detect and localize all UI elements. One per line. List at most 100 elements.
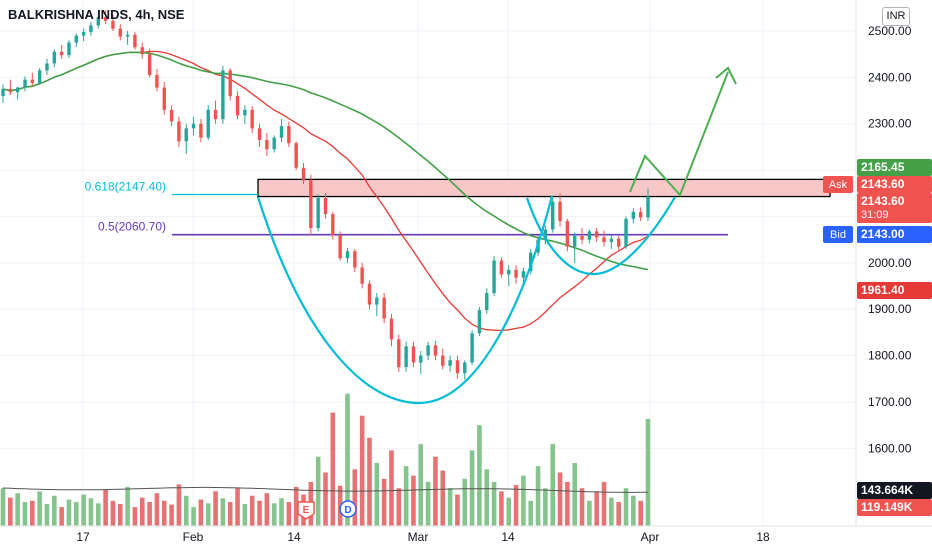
price-tag-side-label: Bid (830, 229, 846, 241)
price-tick-label: 2300.00 (868, 117, 912, 131)
candle-body (111, 20, 115, 29)
volume-bar (154, 493, 160, 526)
volume-bar (139, 497, 145, 526)
volume-bar (117, 503, 123, 526)
candle-body (155, 75, 159, 88)
candle-body (257, 128, 262, 140)
candle-body (8, 88, 13, 93)
volume-bar (330, 412, 336, 526)
candle-body (331, 214, 335, 236)
candle-body (15, 87, 20, 93)
volume-bar (286, 502, 292, 526)
volume-bar (132, 507, 138, 526)
candle-body (294, 143, 298, 168)
volume-bar (462, 478, 468, 526)
candle-body (565, 221, 570, 247)
candle-body (52, 51, 57, 64)
grid (0, 0, 855, 526)
candle-body (353, 251, 357, 268)
candle-body (551, 201, 555, 230)
candle-body (470, 333, 474, 363)
volume-bar (455, 494, 460, 526)
volume-bar (279, 498, 284, 526)
dividend-marker (339, 500, 357, 518)
candle-body (419, 355, 423, 363)
volume-bar (293, 486, 299, 526)
candle-body (507, 269, 511, 275)
volume-bar (403, 466, 409, 526)
volume-bar (30, 500, 35, 526)
volume-bar (235, 488, 240, 526)
volume-bar (411, 475, 416, 526)
fib-levels[interactable]: 0.618(2147.40) 0.5(2060.70) (85, 180, 728, 236)
candle-body (89, 25, 93, 32)
candle-body (199, 123, 203, 138)
candle-body (360, 267, 364, 284)
volume-bar (103, 489, 108, 526)
volume-bar (572, 463, 578, 526)
volume-bar (37, 491, 42, 526)
volume-bar (616, 502, 621, 526)
candle-body (184, 128, 188, 142)
candle-body (448, 360, 452, 366)
candle-body (96, 17, 100, 26)
candle-body (375, 297, 379, 305)
time-axis[interactable]: 17 Feb 14 Mar 14 Apr 18 (0, 525, 932, 544)
candle-body (140, 47, 144, 55)
volume-bar (8, 497, 13, 526)
volume-bar (213, 491, 218, 526)
moving-average-slow (2, 51, 649, 271)
time-tick-label: Apr (641, 530, 660, 544)
price-tag (857, 193, 932, 223)
price-tick-label: 2500.00 (868, 24, 912, 38)
candle-body (411, 346, 416, 363)
price-axis[interactable]: 2500.002400.002300.002200.002100.002000.… (855, 0, 912, 526)
volume-bar (323, 472, 328, 526)
candle-body (602, 237, 606, 242)
volume-bar (491, 481, 497, 526)
candle-body (587, 231, 592, 240)
candle-body (23, 79, 27, 88)
price-tag-value: 1961.40 (861, 283, 905, 297)
candle-body (147, 54, 152, 76)
price-tag (857, 482, 932, 499)
time-tick-label: 17 (76, 530, 90, 544)
candle-body (382, 297, 386, 319)
volume-bar (220, 498, 226, 526)
time-tick-label: 14 (501, 530, 515, 544)
candle-body (463, 362, 467, 374)
candle-body (543, 229, 548, 240)
candle-body (191, 123, 196, 129)
volume-bar (176, 484, 182, 526)
candle-body (206, 109, 210, 138)
volume-bar (543, 488, 548, 526)
candle-body (1, 88, 5, 96)
price-tag (857, 176, 932, 193)
price-tag-side (823, 226, 853, 243)
candle-body (345, 251, 350, 259)
volume-bar (528, 500, 534, 526)
candle-body (169, 109, 174, 122)
candle-body (638, 211, 643, 218)
candle-body (492, 260, 496, 293)
volume-bar (81, 494, 86, 526)
volume-bar (477, 425, 482, 526)
volume-bar (484, 469, 490, 526)
time-tick-label: 18 (756, 530, 770, 544)
candle-body (624, 218, 628, 247)
resistance-zone[interactable] (257, 178, 831, 198)
breakout-arrow[interactable] (629, 66, 737, 197)
price-tag-value: 2165.45 (861, 160, 905, 174)
volume-bar (521, 475, 526, 526)
currency-button[interactable]: INR (882, 7, 910, 26)
price-tick-label: 1900.00 (868, 302, 912, 316)
price-tag-side-label: Ask (829, 179, 848, 191)
candle-body (580, 235, 584, 240)
price-tick-label: 2000.00 (868, 256, 912, 270)
volume-bar (579, 488, 585, 526)
cup-curve[interactable] (256, 195, 554, 405)
handle-curve[interactable] (525, 196, 676, 276)
candle-body (631, 211, 636, 219)
